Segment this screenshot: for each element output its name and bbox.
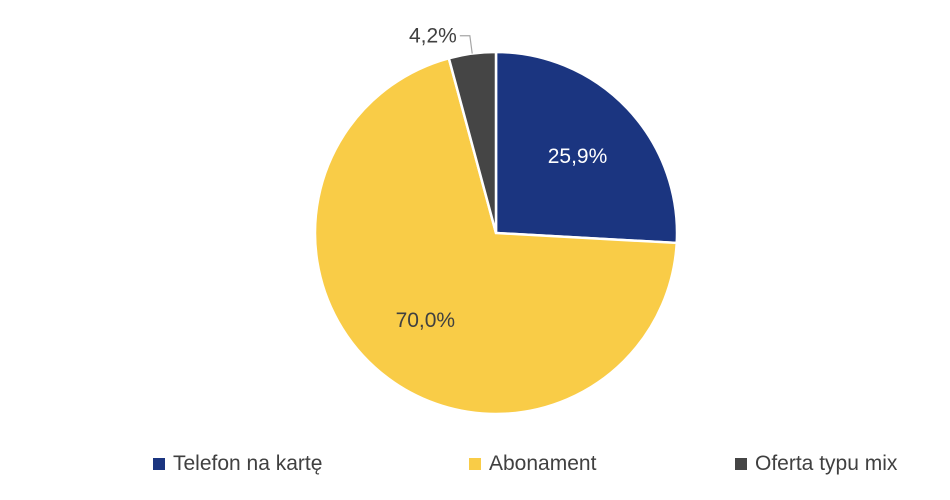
chart-legend: Telefon na kartę Abonament Oferta typu m… (0, 448, 950, 480)
legend-swatch-abonament (469, 458, 481, 470)
legend-label-abonament: Abonament (489, 452, 597, 475)
pie-slice-abonament (313, 56, 679, 416)
legend-item-telefon-na-karte: Telefon na kartę (153, 448, 322, 480)
pie-slice-telefon-na-karte (494, 50, 679, 245)
legend-item-oferta-typu-mix: Oferta typu mix (735, 448, 897, 480)
legend-label-telefon-na-karte: Telefon na kartę (173, 452, 323, 475)
data-label-abonament: 70,0% (396, 309, 456, 332)
legend-swatch-telefon-na-karte (153, 458, 165, 470)
pie-chart-svg: 25,9% 70,0% 4,2% (313, 25, 679, 416)
legend-item-abonament: Abonament (469, 448, 596, 480)
leader-line-oferta-typu-mix (459, 35, 473, 54)
legend-swatch-oferta-typu-mix (735, 458, 747, 470)
pie-slice-oferta-typu-mix (447, 50, 498, 234)
data-label-telefon-na-karte: 25,9% (548, 145, 608, 168)
legend-label-oferta-typu-mix: Oferta typu mix (755, 452, 898, 475)
data-label-oferta-typu-mix: 4,2% (409, 25, 457, 48)
